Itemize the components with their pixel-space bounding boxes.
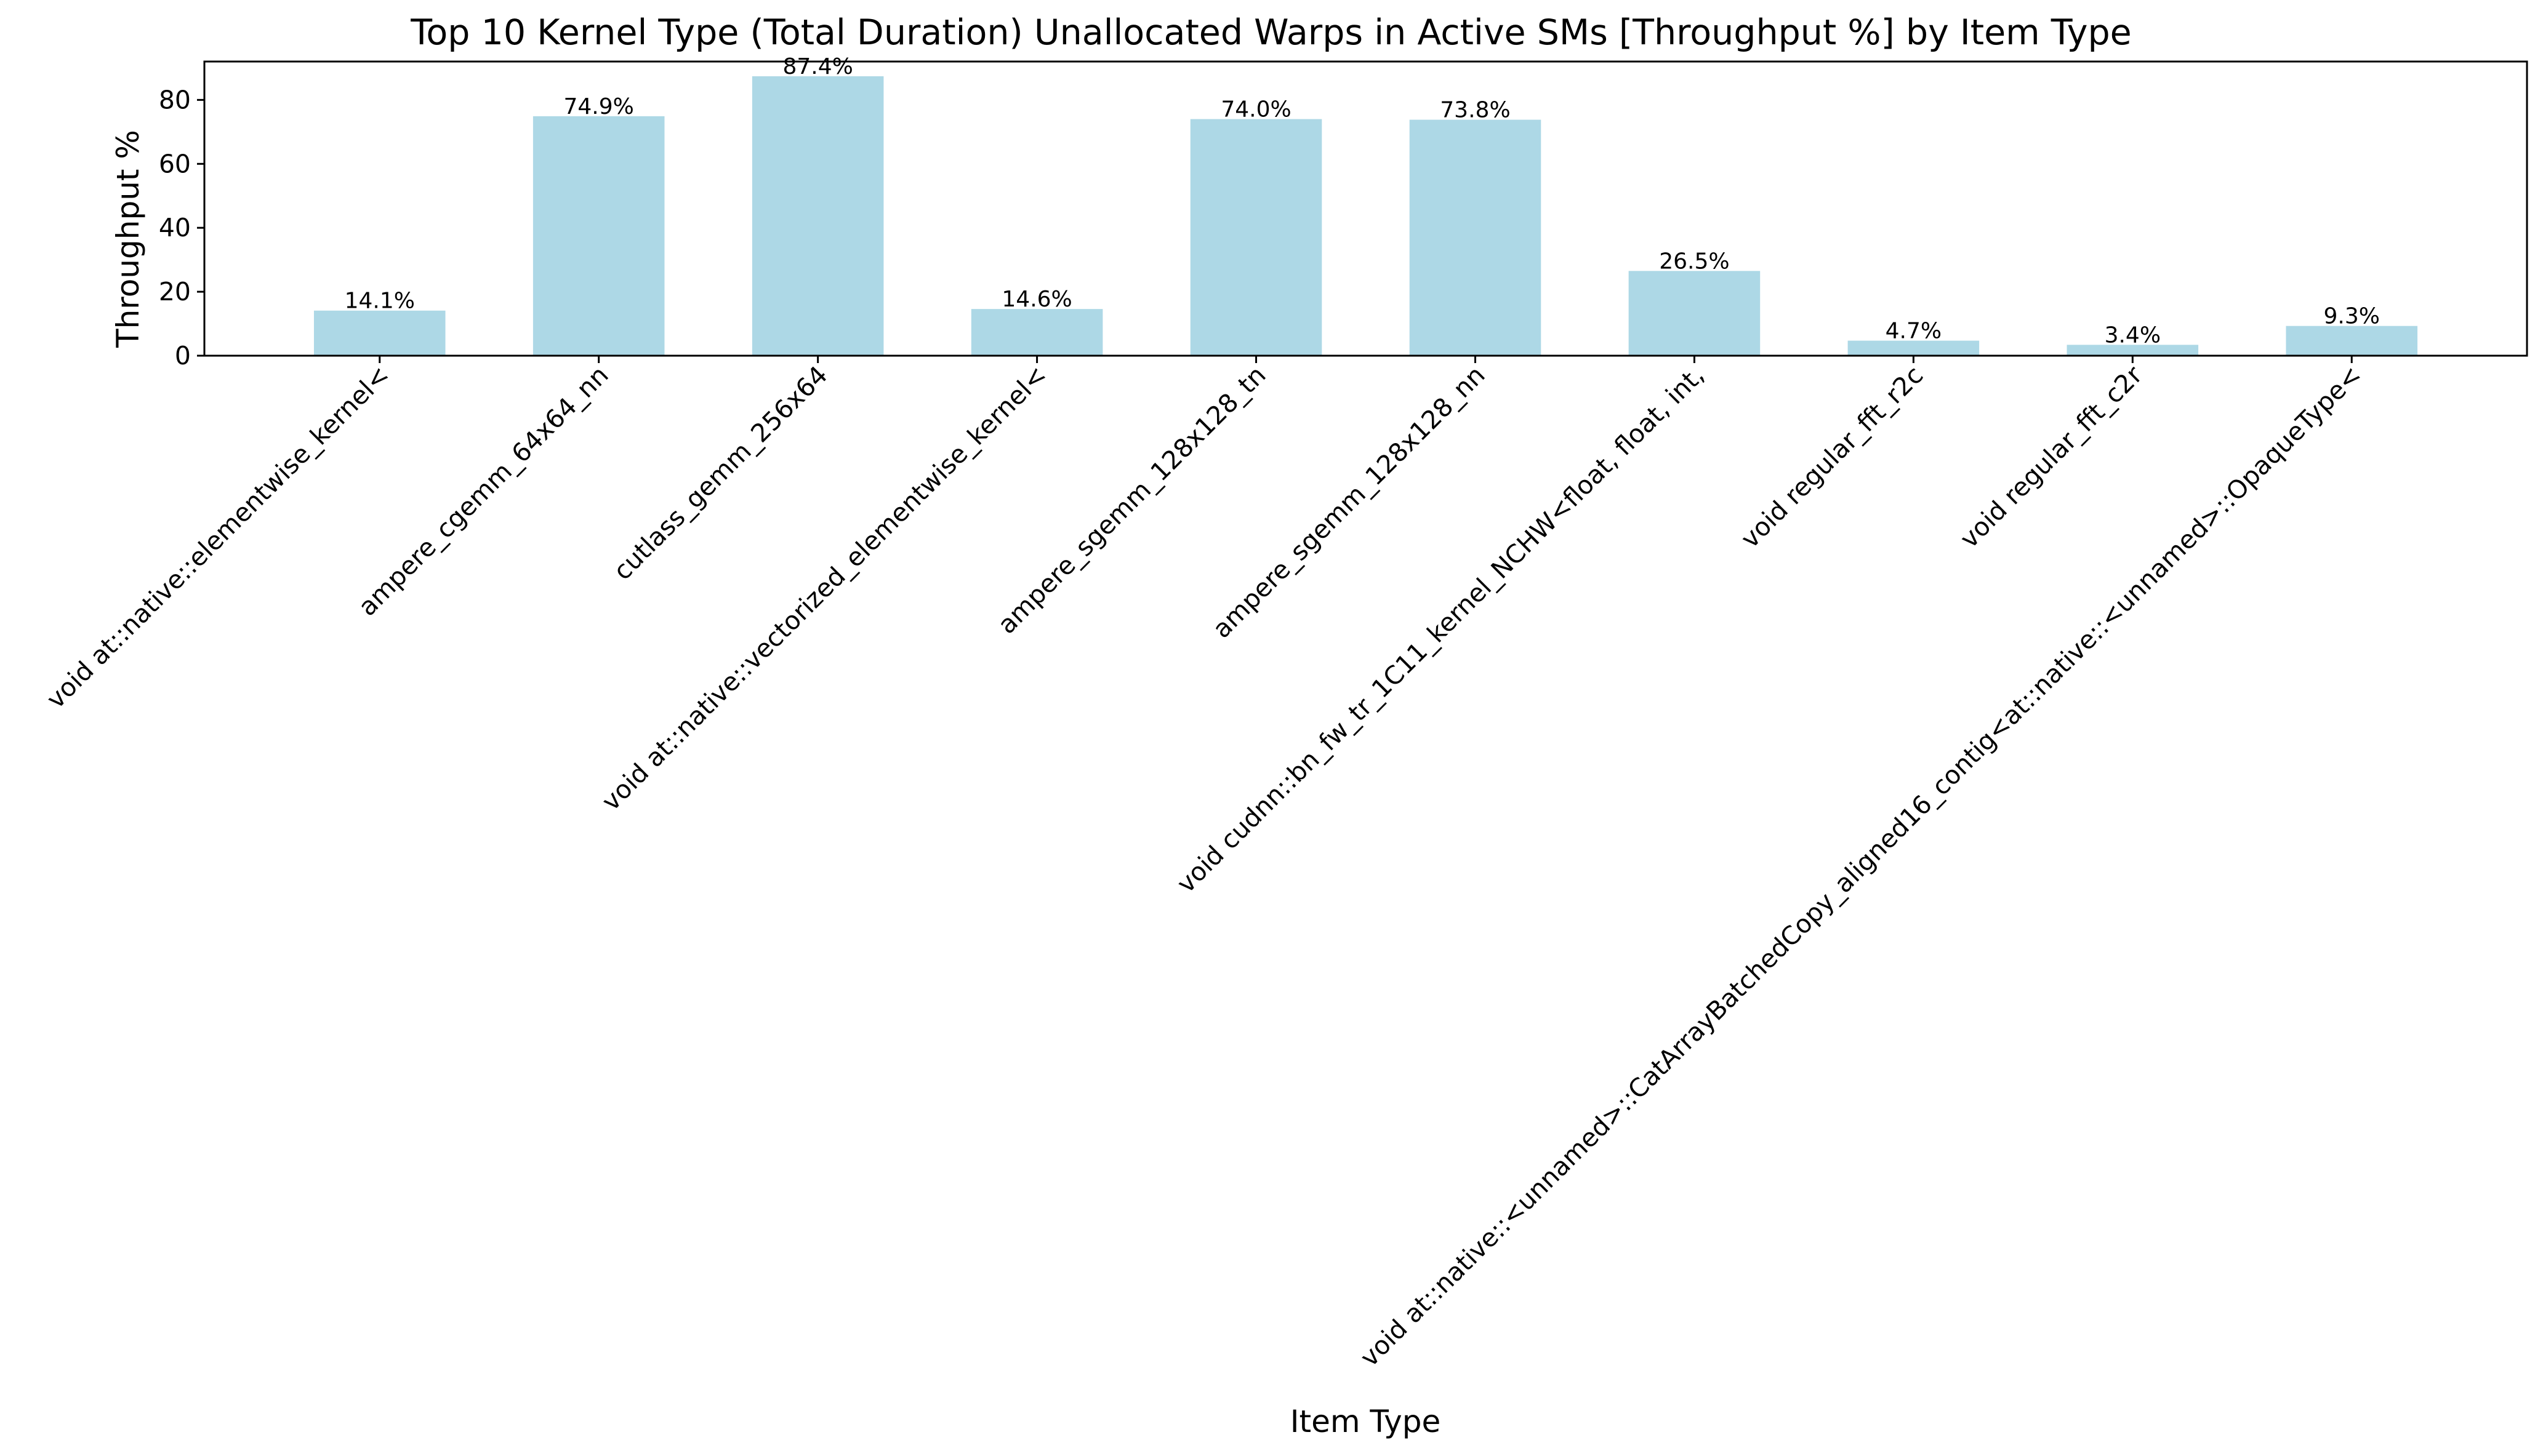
bar-value-label: 87.4%	[782, 54, 853, 79]
bar-value-label: 14.1%	[345, 289, 415, 314]
bar-9	[2286, 326, 2418, 356]
x-tick-label: ampere_cgemm_64x64_nn	[353, 360, 614, 622]
bar-value-label: 9.3%	[2324, 304, 2380, 329]
y-tick-label: 0	[175, 341, 191, 370]
bar-value-label: 14.6%	[1002, 287, 1072, 312]
bars-layer: 14.1% 74.9% 87.4% 14.6% 74.0% 73.8% 26.5% 4.7% 3…	[313, 54, 2418, 356]
bar-3	[971, 309, 1103, 356]
x-tick-label: cutlass_gemm_256x64	[608, 360, 834, 586]
bar-value-label: 74.0%	[1221, 97, 1291, 122]
bar-value-label: 3.4%	[2105, 322, 2161, 348]
bar-1	[532, 116, 665, 356]
x-tick-label: void at::native::<unnamed>::CatArrayBatc…	[1354, 360, 2367, 1372]
bar-6	[1628, 271, 1761, 356]
y-tick-label: 40	[159, 213, 191, 242]
x-axis: void at::native::elementwise_kernel<ampe…	[41, 356, 2367, 1372]
bar-4	[1190, 119, 1322, 356]
bar-7	[1847, 340, 1980, 356]
plot-area-frame	[203, 60, 2528, 357]
x-tick-label: void at::native::elementwise_kernel<	[41, 360, 395, 714]
x-tick-label: void at::native::vectorized_elementwise_…	[596, 360, 1053, 817]
bar-5	[1409, 119, 1541, 356]
bar-8	[2067, 345, 2199, 356]
bar-value-label: 26.5%	[1659, 249, 1729, 274]
bar-value-label: 73.8%	[1440, 98, 1510, 123]
x-tick-label: ampere_sgemm_128x128_tn	[992, 360, 1271, 639]
x-tick-label: void cudnn::bn_fw_tr_1C11_kernel_NCHW<fl…	[1171, 360, 1709, 898]
y-tick-label: 80	[159, 85, 191, 114]
x-tick-label: void regular_fft_r2c	[1735, 360, 1929, 554]
y-tick-label: 20	[159, 277, 191, 306]
bar-0	[313, 310, 446, 356]
y-tick-label: 60	[159, 149, 191, 178]
x-axis-label: Item Type	[1290, 1404, 1441, 1439]
bar-value-label: 74.9%	[564, 94, 634, 119]
y-axis-label: Throughput %	[110, 130, 146, 348]
x-tick-label: void regular_fft_c2r	[1954, 360, 2148, 554]
bar-value-label: 4.7%	[1886, 319, 1942, 344]
chart-title: Top 10 Kernel Type (Total Duration) Unal…	[410, 12, 2131, 53]
y-axis: 0 20 40 60 80	[159, 85, 204, 370]
bar-2	[752, 76, 884, 356]
